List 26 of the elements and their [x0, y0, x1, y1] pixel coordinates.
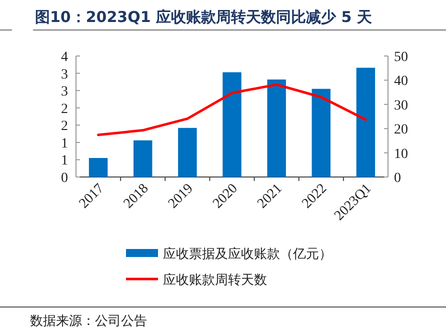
y-tick-label: 1 — [61, 136, 68, 152]
y-tick-label: 3 — [61, 84, 68, 100]
y-tick-label: 4 — [61, 50, 68, 65]
y-tick-label: 2 — [61, 119, 68, 134]
y-tick-label: 2 — [61, 102, 68, 117]
line-series — [97, 83, 367, 136]
legend-label: 应收票据及应收账款（亿元） — [163, 246, 332, 262]
y2-tick-label: 30 — [394, 98, 408, 114]
bar — [312, 88, 331, 177]
chart-title: 图10：2023Q1 应收账款周转天数同比减少 5 天 — [35, 8, 373, 26]
bar — [222, 72, 242, 177]
y2-tick-label: 0 — [394, 171, 401, 186]
bar — [133, 140, 152, 177]
source-note: 数据来源：公司公告 — [30, 314, 147, 329]
y2-tick-label: 10 — [394, 146, 408, 162]
bar — [267, 80, 286, 177]
bar — [88, 158, 108, 177]
bar — [356, 68, 376, 177]
y-tick-label: 0 — [61, 171, 68, 186]
y-tick-label: 1 — [61, 154, 68, 169]
y2-tick-label: 50 — [394, 50, 408, 65]
y-tick-label: 3 — [61, 67, 68, 82]
legend-label: 应收账款周转天数 — [163, 272, 267, 288]
bar — [178, 128, 197, 177]
y2-tick-label: 20 — [394, 122, 408, 138]
y2-tick-label: 40 — [394, 74, 408, 90]
